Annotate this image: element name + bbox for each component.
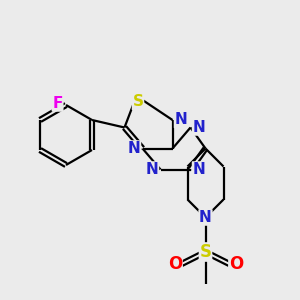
Text: N: N bbox=[193, 162, 205, 177]
Text: N: N bbox=[146, 162, 158, 177]
Text: O: O bbox=[229, 255, 243, 273]
Text: S: S bbox=[133, 94, 143, 110]
Text: N: N bbox=[128, 141, 140, 156]
Text: O: O bbox=[168, 255, 182, 273]
Text: N: N bbox=[199, 210, 212, 225]
Text: N: N bbox=[175, 112, 187, 128]
Text: F: F bbox=[52, 96, 63, 111]
Text: N: N bbox=[193, 120, 205, 135]
Text: S: S bbox=[200, 243, 211, 261]
